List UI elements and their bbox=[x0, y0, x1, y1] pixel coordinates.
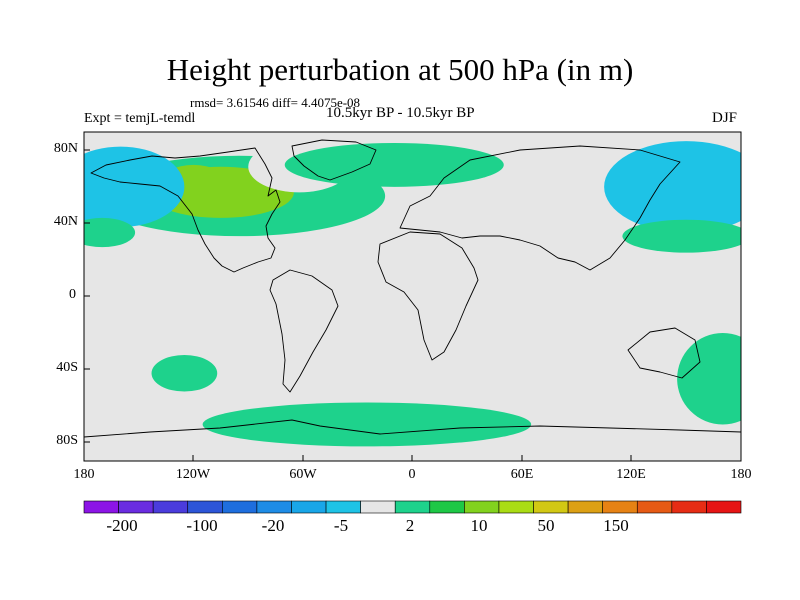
experiment-label: Expt = temjL-temdl bbox=[84, 111, 196, 126]
colorbar-swatch bbox=[706, 500, 742, 514]
colorbar-label-10: 10 bbox=[470, 516, 488, 535]
coast-greenland bbox=[291, 139, 377, 181]
lon-label-180w: 180 bbox=[73, 467, 95, 482]
colorbar-swatch bbox=[429, 500, 465, 514]
region-south-atlantic-positive bbox=[202, 402, 532, 447]
coast-antarctica bbox=[84, 419, 741, 438]
colorbar-swatch bbox=[567, 500, 603, 514]
lon-label-60w: 60W bbox=[289, 467, 317, 482]
field-regions bbox=[84, 141, 741, 447]
region-npac-west-positive bbox=[84, 217, 136, 248]
colorbar-label-50: 50 bbox=[537, 516, 555, 535]
region-pacific-negative bbox=[84, 146, 185, 228]
colorbar-swatch bbox=[602, 500, 638, 514]
season-label: DJF bbox=[712, 110, 738, 126]
period-label: 10.5kyr BP - 10.5kyr BP bbox=[326, 105, 475, 121]
colorbar-swatch bbox=[533, 500, 569, 514]
colorbar-swatch bbox=[152, 500, 189, 514]
plot-title: Height perturbation at 500 hPa (in m) bbox=[166, 52, 634, 87]
colorbar-swatch bbox=[83, 500, 119, 514]
colorbar-label-neg20: -20 bbox=[261, 516, 285, 535]
axis-ticks bbox=[83, 149, 742, 461]
region-east-pacific-positive bbox=[677, 333, 741, 425]
colorbar-swatch bbox=[222, 500, 258, 514]
lat-label-80s: 80S bbox=[56, 433, 78, 448]
lon-label-60e: 60E bbox=[510, 467, 534, 482]
region-pacific-positive bbox=[622, 219, 741, 253]
region-siberia-negative bbox=[604, 141, 741, 233]
lon-label-120e: 120E bbox=[616, 467, 646, 482]
lat-label-40n: 40N bbox=[53, 214, 78, 229]
lat-label-80n: 80N bbox=[53, 141, 78, 156]
colorbar-swatch bbox=[394, 500, 431, 514]
lon-label-120w: 120W bbox=[175, 467, 211, 482]
region-australia-negative bbox=[567, 351, 659, 388]
coast-south-america bbox=[269, 269, 339, 393]
rmsd-stats: rmsd= 3.61546 diff= 4.4075e-08 bbox=[190, 95, 361, 110]
colorbar-swatch bbox=[291, 500, 327, 514]
colorbar-label-2: 2 bbox=[405, 516, 415, 535]
region-indian-ocean-negative bbox=[467, 369, 541, 407]
region-south-pacific-positive bbox=[151, 354, 218, 392]
colorbar-swatch bbox=[187, 500, 223, 514]
colorbar-swatch bbox=[118, 500, 154, 514]
colorbar-swatch bbox=[671, 500, 707, 514]
colorbar-swatch bbox=[325, 500, 361, 514]
region-south-america-negative bbox=[257, 356, 331, 401]
colorbar-swatch bbox=[360, 500, 396, 514]
colorbar-swatch bbox=[636, 500, 673, 514]
lat-label-40s: 40S bbox=[56, 360, 78, 375]
lon-label-0: 0 bbox=[408, 467, 416, 482]
region-europe-negative bbox=[403, 192, 568, 248]
coast-africa bbox=[377, 231, 479, 361]
colorbar-swatch bbox=[256, 500, 292, 514]
coast-eurasia bbox=[399, 145, 681, 271]
coastlines bbox=[84, 139, 741, 438]
colorbar-swatch bbox=[498, 500, 534, 514]
colorbar-label-neg100: -100 bbox=[186, 516, 218, 535]
colorbar-label-neg5: -5 bbox=[333, 516, 349, 535]
lon-label-180e: 180 bbox=[730, 467, 752, 482]
colorbar bbox=[83, 500, 742, 514]
region-arctic-positive bbox=[284, 142, 504, 187]
coast-australia bbox=[627, 327, 701, 379]
colorbar-label-150: 150 bbox=[603, 516, 629, 535]
lat-label-0: 0 bbox=[69, 287, 76, 302]
colorbar-label-neg200: -200 bbox=[106, 516, 138, 535]
colorbar-swatch bbox=[464, 500, 500, 514]
coast-north-america bbox=[90, 147, 281, 273]
